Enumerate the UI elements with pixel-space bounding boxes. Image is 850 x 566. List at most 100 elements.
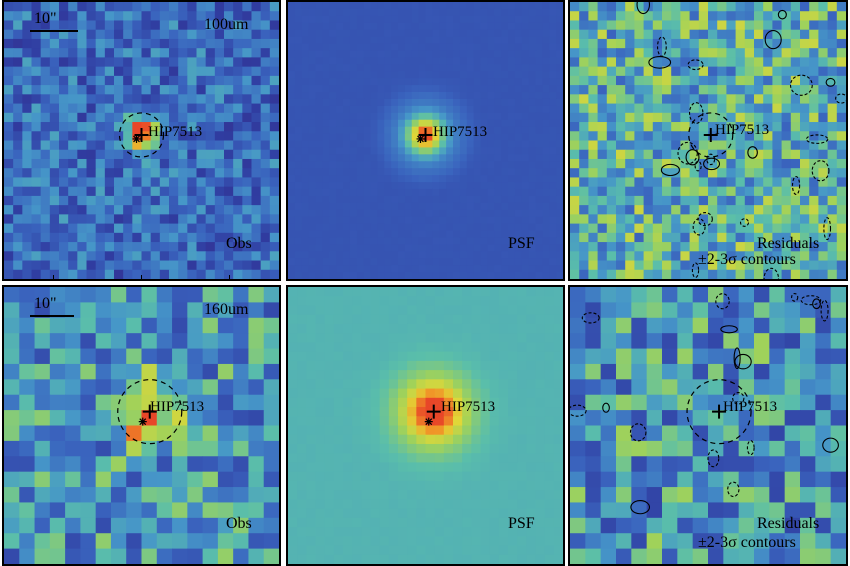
map-pixel bbox=[224, 149, 234, 160]
map-pixel bbox=[49, 223, 60, 234]
map-pixel bbox=[379, 407, 390, 417]
map-pixel bbox=[508, 527, 518, 537]
map-pixel bbox=[425, 22, 433, 31]
map-pixel bbox=[418, 8, 427, 17]
map-pixel bbox=[363, 147, 372, 155]
map-pixel bbox=[398, 407, 408, 417]
map-pixel bbox=[4, 425, 20, 442]
map-pixel bbox=[315, 105, 323, 114]
map-pixel bbox=[214, 149, 225, 160]
map-pixel bbox=[22, 38, 33, 49]
map-pixel bbox=[336, 168, 344, 176]
map-pixel bbox=[379, 287, 390, 297]
map-pixel bbox=[432, 202, 440, 211]
map-pixel bbox=[294, 105, 303, 114]
map-pixel bbox=[781, 242, 792, 252]
map-pixel bbox=[744, 85, 755, 95]
map-pixel bbox=[717, 75, 727, 86]
map-pixel bbox=[19, 348, 36, 365]
map-pixel bbox=[677, 317, 694, 334]
map-pixel bbox=[13, 177, 23, 188]
map-pixel bbox=[836, 122, 846, 132]
map-pixel bbox=[370, 471, 381, 482]
map-pixel bbox=[388, 388, 399, 399]
map-pixel bbox=[159, 38, 170, 49]
map-pixel bbox=[324, 370, 335, 380]
map-pixel bbox=[288, 251, 296, 259]
map-pixel bbox=[439, 182, 447, 190]
map-pixel bbox=[217, 363, 234, 380]
map-pixel bbox=[306, 407, 317, 417]
map-pixel bbox=[735, 85, 746, 95]
map-pixel bbox=[329, 175, 337, 183]
map-pixel bbox=[202, 333, 219, 350]
map-pixel bbox=[126, 379, 143, 396]
map-pixel bbox=[363, 43, 372, 52]
map-pixel bbox=[726, 38, 737, 49]
map-pixel bbox=[487, 258, 495, 266]
map-pixel bbox=[169, 66, 179, 77]
map-pixel bbox=[418, 182, 427, 190]
map-pixel bbox=[398, 2, 406, 10]
map-pixel bbox=[363, 161, 372, 169]
map-pixel bbox=[434, 370, 445, 380]
map-pixel bbox=[49, 48, 60, 58]
map-pixel bbox=[363, 105, 372, 114]
map-pixel bbox=[205, 251, 216, 262]
map-pixel bbox=[471, 323, 482, 334]
map-pixel bbox=[269, 103, 279, 114]
map-pixel bbox=[322, 71, 330, 79]
map-pixel bbox=[77, 186, 88, 197]
map-pixel bbox=[19, 487, 36, 504]
residual-contour bbox=[685, 149, 700, 166]
map-pixel bbox=[49, 517, 66, 534]
map-pixel bbox=[352, 388, 362, 399]
map-pixel bbox=[411, 223, 420, 232]
map-pixel bbox=[726, 85, 737, 95]
map-pixel bbox=[453, 223, 461, 232]
map-pixel bbox=[453, 425, 463, 436]
map-pixel bbox=[377, 251, 385, 259]
map-pixel bbox=[453, 323, 463, 334]
map-pixel bbox=[336, 258, 344, 266]
map-pixel bbox=[86, 38, 97, 49]
map-pixel bbox=[708, 348, 724, 365]
map-pixel bbox=[377, 50, 385, 58]
map-pixel bbox=[466, 168, 475, 176]
map-pixel bbox=[443, 517, 454, 528]
map-pixel bbox=[439, 161, 447, 169]
map-pixel bbox=[315, 112, 323, 121]
map-pixel bbox=[251, 232, 262, 243]
map-pixel bbox=[205, 177, 216, 188]
map-pixel bbox=[114, 269, 124, 279]
map-pixel bbox=[646, 456, 663, 473]
map-pixel bbox=[606, 2, 617, 12]
map-pixel bbox=[224, 223, 234, 234]
map-pixel bbox=[329, 272, 337, 279]
map-pixel bbox=[726, 75, 737, 86]
map-pixel bbox=[735, 103, 746, 114]
map-pixel bbox=[13, 29, 23, 40]
map-pixel bbox=[446, 223, 454, 232]
map-pixel bbox=[662, 186, 672, 197]
map-pixel bbox=[95, 548, 112, 564]
map-pixel bbox=[217, 425, 234, 442]
map-pixel bbox=[784, 440, 801, 457]
map-pixel bbox=[498, 545, 509, 556]
map-pixel bbox=[680, 48, 691, 58]
map-pixel bbox=[588, 177, 599, 188]
map-pixel bbox=[698, 94, 709, 105]
map-pixel bbox=[86, 75, 97, 86]
map-pixel bbox=[434, 536, 445, 547]
map-pixel bbox=[288, 480, 298, 491]
map-pixel bbox=[388, 351, 399, 362]
map-pixel bbox=[508, 471, 518, 482]
map-pixel bbox=[205, 20, 216, 31]
map-pixel bbox=[104, 214, 115, 225]
map-pixel bbox=[377, 140, 385, 149]
map-pixel bbox=[297, 527, 307, 537]
map-pixel bbox=[370, 119, 378, 128]
map-pixel bbox=[643, 242, 654, 252]
map-pixel bbox=[836, 260, 846, 271]
map-pixel bbox=[40, 214, 51, 225]
